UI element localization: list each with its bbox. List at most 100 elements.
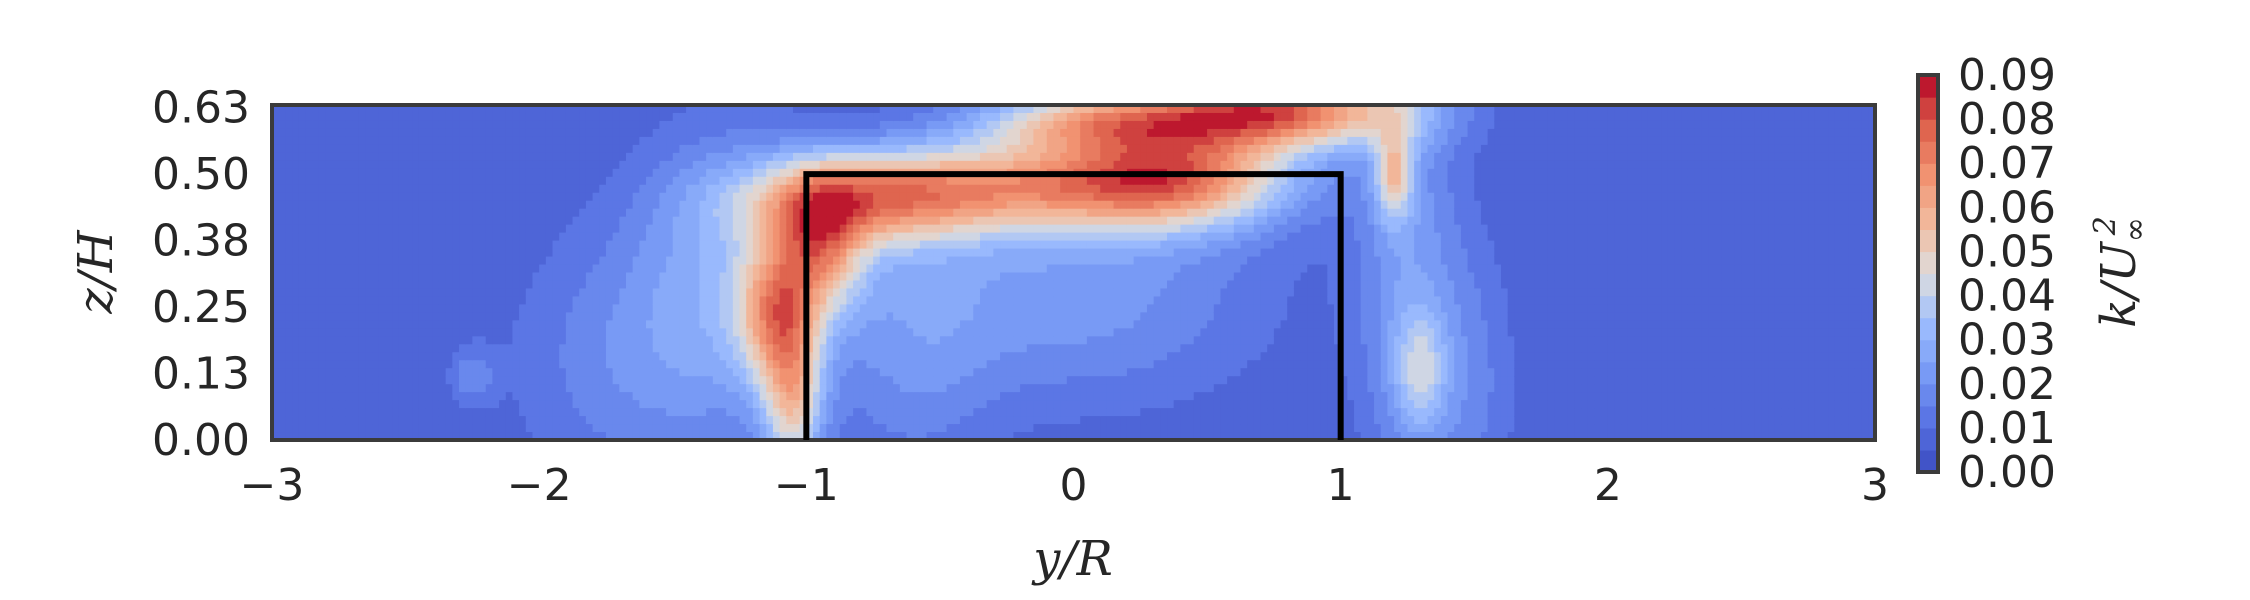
contour-cell bbox=[332, 105, 340, 114]
contour-cell bbox=[666, 105, 674, 114]
contour-cell bbox=[966, 392, 974, 401]
contour-cell bbox=[432, 312, 440, 321]
contour-cell bbox=[579, 376, 587, 385]
contour-cell bbox=[939, 200, 948, 210]
contour-cell bbox=[479, 256, 487, 266]
contour-cell bbox=[973, 248, 981, 258]
contour-cell bbox=[479, 112, 487, 122]
contour-cell bbox=[539, 128, 547, 138]
contour-cell bbox=[686, 424, 694, 433]
contour-cell bbox=[459, 360, 467, 369]
contour-cell bbox=[499, 256, 507, 266]
contour-cell bbox=[358, 304, 367, 313]
contour-cell bbox=[799, 256, 807, 266]
contour-cell bbox=[626, 152, 634, 162]
contour-cell bbox=[779, 432, 787, 441]
contour-cell bbox=[1040, 368, 1048, 377]
contour-cell bbox=[438, 272, 447, 282]
contour-cell bbox=[378, 240, 387, 250]
contour-cell bbox=[913, 240, 921, 250]
contour-cell bbox=[599, 392, 607, 401]
contour-cell bbox=[959, 312, 968, 321]
contour-cell bbox=[519, 384, 527, 393]
contour-cell bbox=[372, 105, 380, 114]
contour-cell bbox=[605, 256, 614, 266]
contour-cell bbox=[552, 176, 560, 186]
contour-cell bbox=[679, 432, 687, 441]
contour-cell bbox=[325, 344, 333, 353]
contour-cell bbox=[739, 264, 747, 274]
contour-cell bbox=[732, 256, 741, 266]
contour-cell bbox=[325, 105, 333, 114]
contour-cell bbox=[752, 200, 761, 210]
contour-cell bbox=[686, 336, 694, 345]
contour-cell bbox=[612, 192, 620, 202]
contour-cell bbox=[305, 128, 313, 138]
contour-cell bbox=[505, 424, 514, 433]
contour-cell bbox=[552, 200, 560, 210]
contour-cell bbox=[412, 272, 420, 282]
contour-cell bbox=[926, 240, 934, 250]
contour-cell bbox=[986, 432, 994, 441]
contour-cell bbox=[626, 192, 634, 202]
contour-cell bbox=[666, 144, 674, 154]
contour-cell bbox=[292, 112, 300, 122]
contour-cell bbox=[979, 384, 988, 393]
contour-cell bbox=[565, 200, 574, 210]
contour-cell bbox=[405, 400, 413, 409]
contour-cell bbox=[759, 280, 767, 290]
contour-cell bbox=[432, 192, 440, 202]
contour-cell bbox=[946, 296, 954, 306]
contour-cell bbox=[759, 192, 767, 202]
contour-cell bbox=[519, 200, 527, 210]
contour-cell bbox=[813, 408, 821, 417]
contour-cell bbox=[799, 216, 807, 226]
contour-cell bbox=[806, 432, 814, 441]
contour-cell bbox=[866, 296, 874, 306]
contour-cell bbox=[612, 224, 620, 234]
contour-cell bbox=[472, 256, 480, 266]
contour-cell bbox=[392, 208, 400, 218]
contour-cell bbox=[959, 384, 968, 393]
contour-cell bbox=[285, 256, 293, 266]
contour-cell bbox=[605, 105, 614, 114]
contour-cell bbox=[612, 384, 620, 393]
contour-cell bbox=[839, 112, 848, 122]
contour-cell bbox=[953, 368, 961, 377]
contour-cell bbox=[1020, 320, 1028, 329]
contour-cell bbox=[278, 168, 286, 178]
contour-cell bbox=[585, 128, 594, 138]
contour-cell bbox=[278, 216, 286, 226]
contour-cell bbox=[385, 296, 393, 306]
contour-cell bbox=[438, 432, 447, 441]
contour-cell bbox=[619, 120, 627, 130]
contour-cell bbox=[312, 408, 320, 417]
contour-cell bbox=[799, 272, 807, 282]
contour-cell bbox=[719, 160, 727, 170]
contour-cell bbox=[699, 272, 707, 282]
contour-cell bbox=[726, 288, 734, 298]
contour-cell bbox=[1013, 376, 1021, 385]
contour-cell bbox=[1033, 112, 1041, 122]
contour-cell bbox=[292, 152, 300, 162]
contour-cell bbox=[752, 288, 761, 298]
contour-cell bbox=[385, 416, 393, 425]
contour-cell bbox=[378, 232, 387, 242]
contour-cell bbox=[619, 368, 627, 377]
contour-cell bbox=[438, 376, 447, 385]
contour-cell bbox=[646, 384, 654, 393]
contour-cell bbox=[505, 248, 514, 258]
contour-cell bbox=[926, 352, 934, 361]
contour-cell bbox=[719, 368, 727, 377]
contour-cell bbox=[906, 392, 914, 401]
contour-cell bbox=[305, 352, 313, 361]
contour-cell bbox=[472, 416, 480, 425]
contour-cell bbox=[465, 288, 473, 298]
contour-cell bbox=[405, 136, 413, 146]
contour-cell bbox=[719, 264, 727, 274]
contour-cell bbox=[465, 408, 473, 417]
contour-cell bbox=[1013, 176, 1021, 186]
contour-cell bbox=[385, 128, 393, 138]
contour-cell bbox=[305, 392, 313, 401]
contour-cell bbox=[499, 360, 507, 369]
